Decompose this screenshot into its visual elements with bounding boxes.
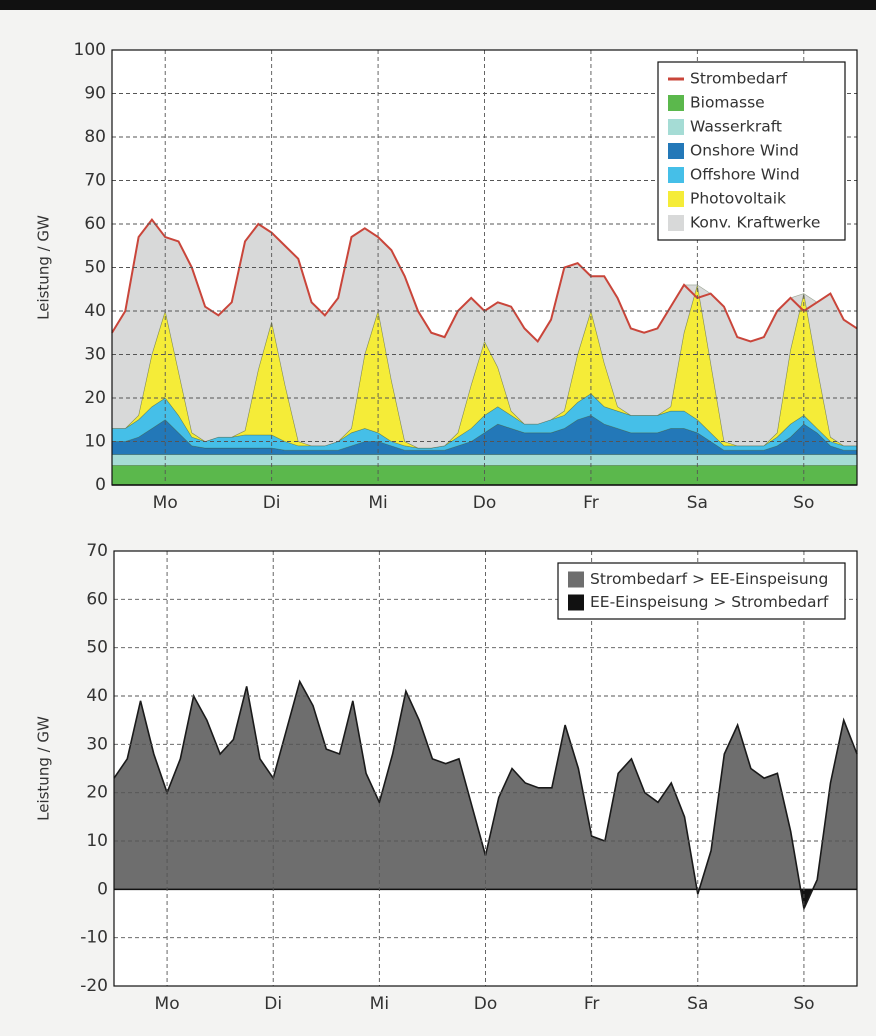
y-tick-label: 10 (86, 831, 108, 851)
y-tick-label: 50 (86, 638, 108, 658)
y-tick-label: 30 (86, 734, 108, 754)
x-tick-label: Sa (687, 994, 708, 1014)
legend-swatch (668, 95, 684, 111)
legend-swatch (668, 167, 684, 183)
legend-label: Strombedarf > EE-Einspeisung (590, 570, 828, 588)
y-tick-label: -20 (80, 976, 108, 996)
y-axis-label: Leistung / GW (35, 215, 53, 320)
y-tick-label: 20 (84, 388, 106, 408)
y-tick-label: 0 (97, 879, 108, 899)
y-tick-label: 0 (95, 475, 106, 495)
legend-label: Photovoltaik (690, 190, 786, 208)
x-tick-label: Do (474, 994, 498, 1014)
legend-label: Strombedarf (690, 70, 788, 88)
y-tick-label: 50 (84, 258, 106, 278)
plot-border (113, 550, 858, 987)
x-tick-label: So (793, 493, 814, 513)
area-series (111, 465, 858, 486)
x-tick-label: Mi (370, 994, 389, 1014)
x-tick-label: Fr (584, 994, 600, 1014)
legend-swatch (668, 191, 684, 207)
y-tick-label: 70 (84, 171, 106, 191)
legend-label: Onshore Wind (690, 142, 799, 160)
legend-label: Offshore Wind (690, 166, 800, 184)
y-tick-label: 90 (84, 84, 106, 104)
legend-label: EE-Einspeisung > Strombedarf (590, 593, 829, 611)
x-tick-label: Di (264, 994, 282, 1014)
x-tick-label: Sa (687, 493, 708, 513)
legend-swatch (568, 571, 584, 588)
legend-label: Wasserkraft (690, 118, 782, 136)
legend-swatch (668, 143, 684, 159)
x-tick-label: Mo (155, 994, 180, 1014)
legend-label: Konv. Kraftwerke (690, 214, 820, 232)
x-tick-label: Do (473, 493, 497, 513)
y-axis-label: Leistung / GW (35, 716, 53, 821)
y-tick-label: 60 (86, 589, 108, 609)
legend-swatch (668, 215, 684, 231)
top-bar (0, 0, 876, 10)
y-tick-label: 80 (84, 127, 106, 147)
y-tick-label: 40 (84, 301, 106, 321)
y-tick-label: 10 (84, 432, 106, 452)
x-tick-label: So (793, 994, 814, 1014)
legend-box (557, 562, 846, 620)
x-tick-label: Mo (153, 493, 178, 513)
y-tick-label: 100 (74, 40, 106, 60)
y-tick-label: -10 (80, 928, 108, 948)
plot-border (111, 49, 858, 486)
x-tick-label: Mi (368, 493, 387, 513)
x-tick-label: Fr (583, 493, 599, 513)
y-tick-label: 40 (86, 686, 108, 706)
y-tick-label: 30 (84, 345, 106, 365)
legend-label: Biomasse (690, 94, 765, 112)
legend-box (657, 61, 846, 241)
legend-swatch (568, 594, 584, 611)
area-positive (114, 681, 857, 890)
legend-swatch (668, 119, 684, 135)
y-tick-label: 60 (84, 214, 106, 234)
x-tick-label: Di (263, 493, 281, 513)
y-tick-label: 70 (86, 541, 108, 561)
y-tick-label: 20 (86, 783, 108, 803)
